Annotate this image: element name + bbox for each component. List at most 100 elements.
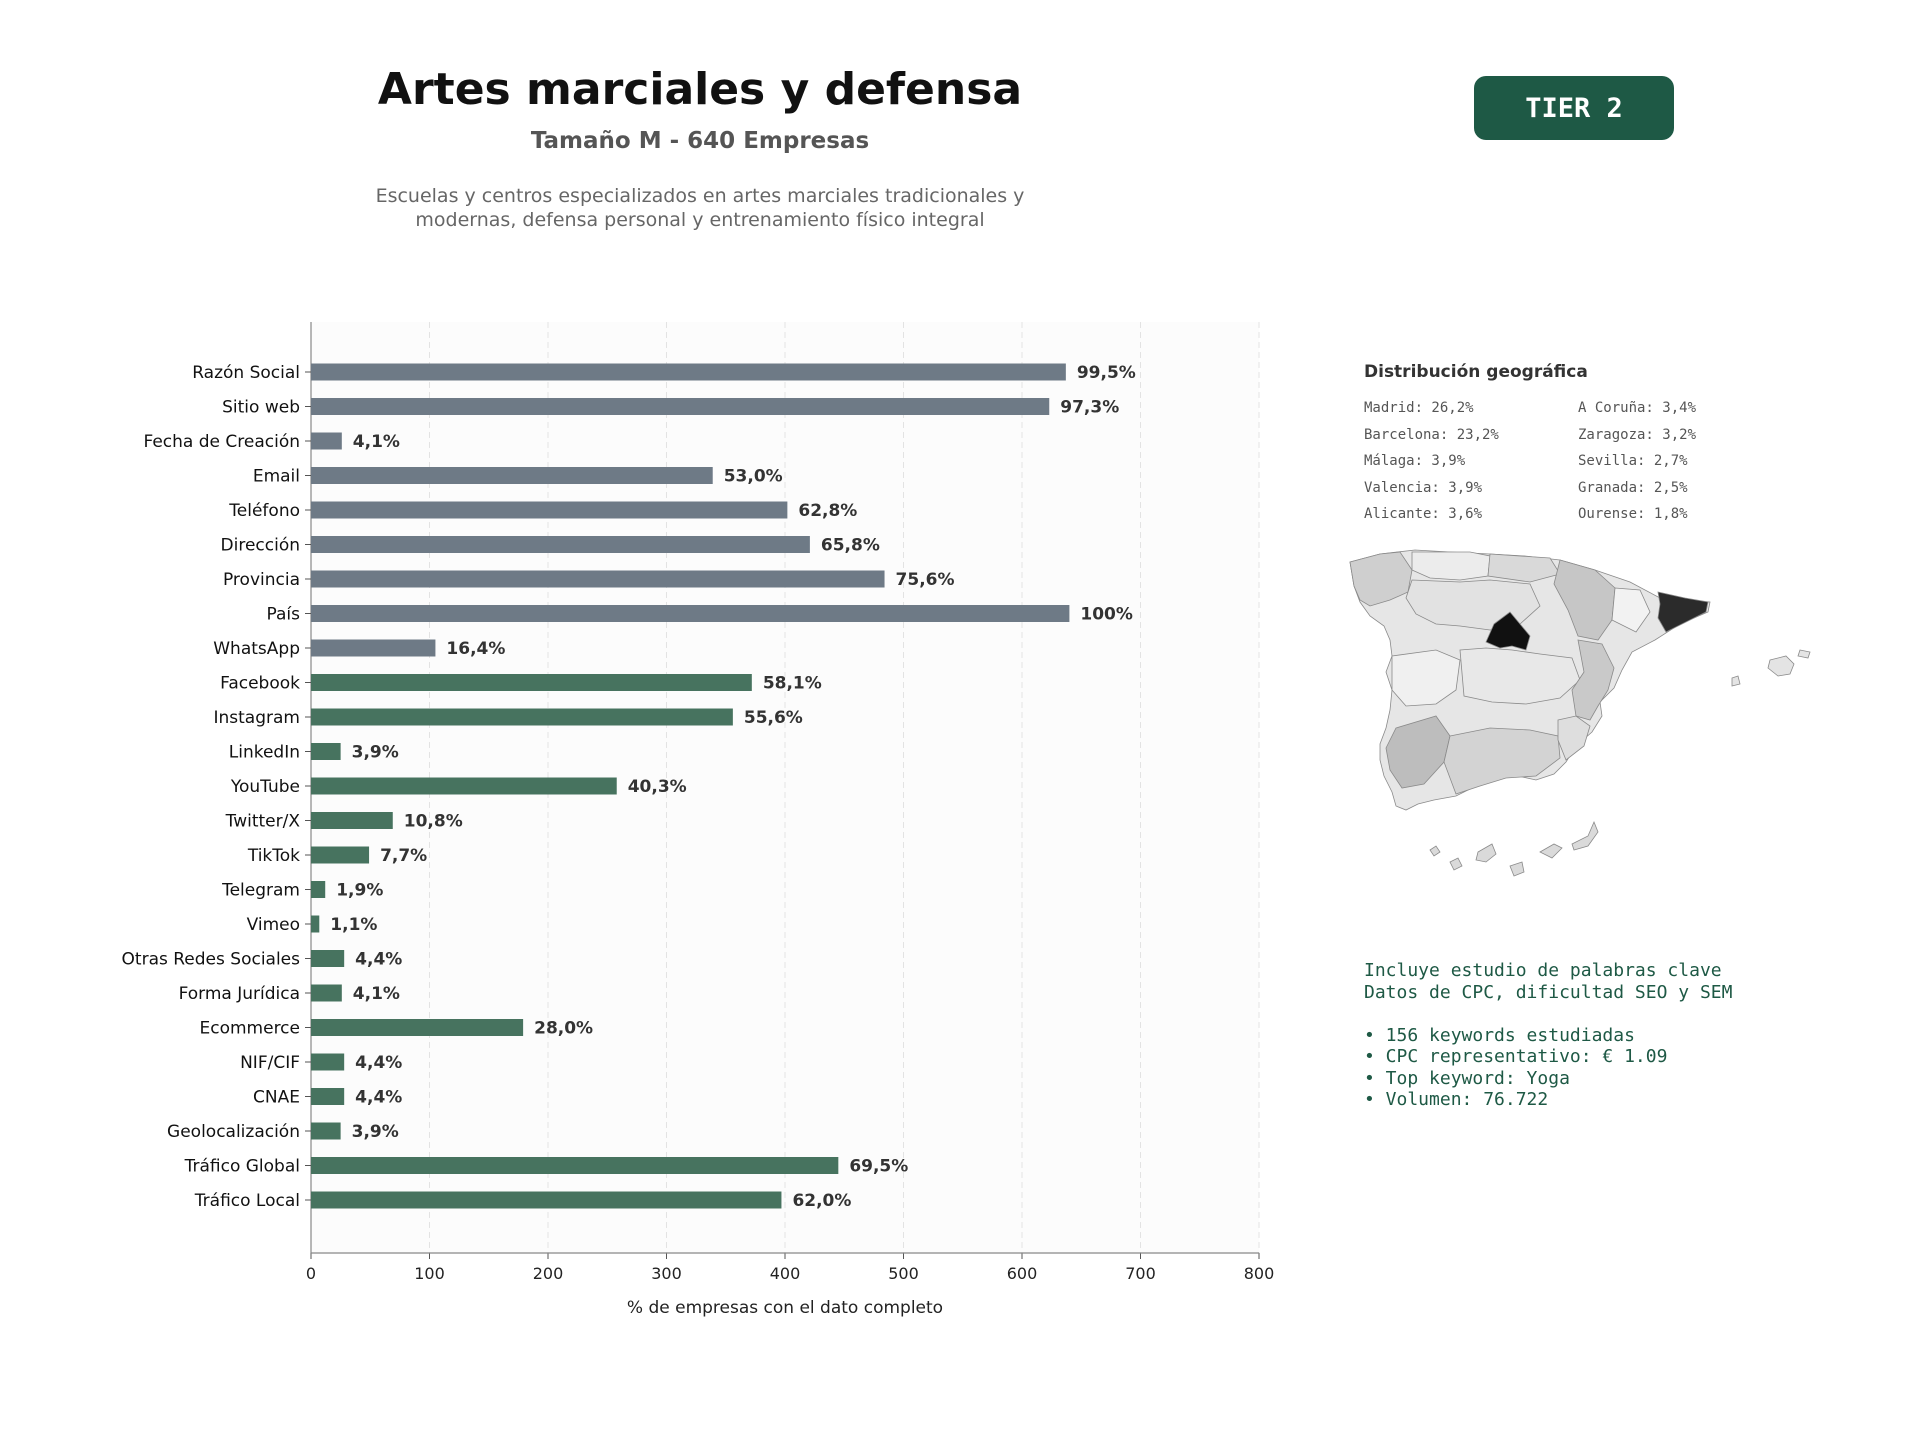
data-label: 65,8%	[821, 536, 880, 556]
keywords-panel: Incluye estudio de palabras clave Datos …	[1364, 960, 1732, 1111]
map-region-extremadura	[1391, 649, 1461, 707]
bar	[311, 950, 345, 967]
data-label: 75,6%	[896, 570, 955, 590]
bar	[311, 1157, 839, 1174]
geo-item: Alicante: 3,6%	[1364, 506, 1483, 522]
tier-badge: TIER 2	[1474, 76, 1674, 140]
bar	[311, 570, 885, 588]
map-region-murcia	[1557, 715, 1591, 761]
bar	[311, 1088, 345, 1105]
keywords-bullet: • CPC representativo: € 1.09	[1364, 1046, 1668, 1067]
spain-map	[1349, 549, 1811, 877]
x-tick-label: 600	[1007, 1264, 1038, 1283]
geo-item: Valencia: 3,9%	[1364, 479, 1483, 496]
data-label: 97,3%	[1060, 398, 1119, 418]
bar	[311, 1019, 524, 1036]
map-region-castilla-mancha	[1459, 647, 1581, 705]
geo-item: Barcelona: 23,2%	[1364, 426, 1499, 443]
keywords-bullet: • 156 keywords estudiadas	[1364, 1024, 1635, 1046]
x-axis-label: % de empresas con el dato completo	[627, 1298, 943, 1318]
bar	[311, 984, 342, 1002]
bar	[311, 881, 326, 898]
category-label: Tráfico Local	[194, 1191, 300, 1211]
description-line-1: Escuelas y centros especializados en art…	[375, 185, 1025, 207]
data-label: 1,1%	[330, 915, 377, 935]
category-label: Sitio web	[222, 398, 300, 418]
data-label: 3,9%	[352, 743, 399, 763]
data-label: 62,0%	[792, 1191, 851, 1211]
category-label: Forma Jurídica	[179, 984, 300, 1004]
keywords-bullet: • Top keyword: Yoga	[1364, 1067, 1570, 1089]
data-label: 62,8%	[798, 501, 857, 521]
category-label: TikTok	[247, 846, 300, 866]
category-label: Instagram	[214, 708, 301, 728]
geo-item: Granada: 2,5%	[1578, 479, 1688, 496]
bar	[311, 812, 393, 829]
bar	[311, 1122, 341, 1140]
map-region-north	[1411, 551, 1491, 581]
map-region-madrid	[1485, 611, 1531, 651]
data-label: 4,1%	[353, 984, 400, 1004]
x-tick-label: 800	[1244, 1264, 1275, 1283]
map-region-barcelona	[1657, 591, 1709, 633]
x-tick-label: 500	[888, 1264, 919, 1283]
category-label: Geolocalización	[167, 1122, 300, 1142]
bar	[311, 398, 1050, 415]
geo-item: Sevilla: 2,7%	[1578, 453, 1688, 469]
category-label: CNAE	[253, 1088, 300, 1108]
bar	[311, 674, 752, 691]
category-label: Dirección	[221, 536, 300, 556]
data-label: 4,1%	[353, 432, 400, 452]
x-tick-label: 700	[1125, 1264, 1156, 1283]
bar	[311, 915, 320, 933]
category-label: Provincia	[223, 570, 300, 590]
category-label: Razón Social	[192, 363, 300, 383]
data-label: 99,5%	[1077, 363, 1136, 383]
category-label: Fecha de Creación	[143, 432, 300, 452]
geo-distribution-list: Madrid: 26,2% A Coruña: 3,4% Barcelona: …	[1364, 398, 1784, 524]
category-label: WhatsApp	[213, 639, 300, 659]
data-label: 7,7%	[380, 846, 427, 866]
bar	[311, 467, 713, 484]
data-label: 58,1%	[763, 674, 822, 694]
bar	[311, 363, 1066, 381]
map-region-galicia	[1349, 551, 1413, 607]
bar	[311, 501, 788, 519]
bar	[311, 743, 341, 760]
data-label: 28,0%	[534, 1019, 593, 1039]
data-label: 4,4%	[355, 1088, 402, 1108]
bar-chart: 0 100 200 300 400 500 600 700 800 % de empresas c…	[122, 322, 1275, 1318]
description-line-2: modernas, defensa personal y entrenamien…	[415, 209, 985, 231]
category-label: Facebook	[220, 674, 300, 694]
bar	[311, 639, 436, 657]
geo-item: Madrid: 26,2%	[1364, 400, 1474, 416]
bar	[311, 605, 1070, 622]
category-label: Vimeo	[247, 915, 300, 935]
data-label: 4,4%	[355, 950, 402, 970]
data-label: 3,9%	[352, 1122, 399, 1142]
category-label: YouTube	[230, 777, 300, 797]
category-label: Otras Redes Sociales	[122, 950, 301, 970]
x-tick-label: 0	[306, 1264, 316, 1283]
category-label: Tráfico Global	[184, 1157, 300, 1177]
geo-item: A Coruña: 3,4%	[1578, 400, 1697, 416]
keywords-line-2: Datos de CPC, dificultad SEO y SEM	[1364, 981, 1733, 1003]
category-label: LinkedIn	[229, 743, 300, 763]
map-region-sevilla	[1385, 715, 1451, 789]
bar	[311, 432, 342, 450]
map-region-valencia	[1571, 639, 1615, 721]
data-label: 1,9%	[336, 881, 383, 901]
data-label: 55,6%	[744, 708, 803, 728]
category-label: Twitter/X	[225, 812, 301, 832]
x-tick-label: 300	[651, 1264, 682, 1283]
map-region-lleida	[1611, 587, 1651, 633]
data-label: 16,4%	[446, 639, 505, 659]
page-description: Escuelas y centros especializados en art…	[330, 184, 1070, 232]
x-tick-label: 400	[770, 1264, 801, 1283]
category-label: Telegram	[221, 881, 300, 901]
geo-item: Ourense: 1,8%	[1578, 506, 1688, 522]
keywords-bullet: • Volumen: 76.722	[1364, 1089, 1549, 1110]
category-label: Ecommerce	[200, 1019, 301, 1039]
map-region-aragon	[1553, 559, 1616, 641]
geo-distribution-title: Distribución geográfica	[1364, 362, 1588, 382]
